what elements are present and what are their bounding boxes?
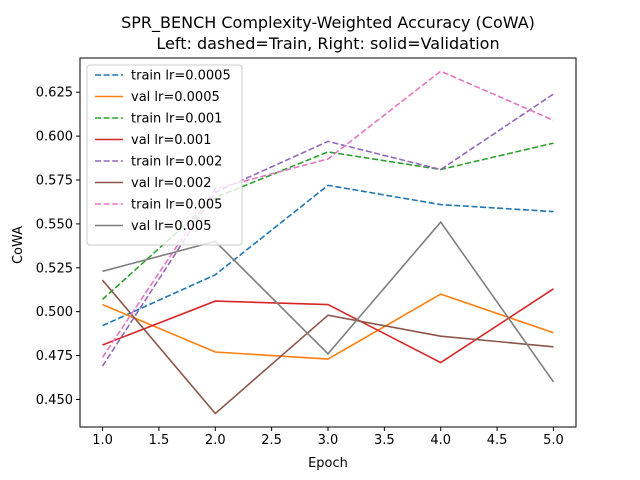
y-tick-label: 0.600 <box>36 130 73 145</box>
x-tick-label: 3.5 <box>374 433 395 448</box>
y-tick-label: 0.475 <box>36 349 73 364</box>
series-line-6 <box>101 279 554 415</box>
y-tick-label: 0.500 <box>36 305 73 320</box>
legend-label-4: val lr=0.001 <box>131 133 211 148</box>
x-axis-label: Epoch <box>308 456 348 471</box>
x-tick-label: 4.5 <box>487 433 508 448</box>
chart-title: SPR_BENCH Complexity-Weighted Accuracy (… <box>121 13 535 33</box>
x-tick-label: 3.0 <box>318 433 339 448</box>
legend-label-2: val lr=0.0005 <box>131 90 220 105</box>
y-tick-label: 0.450 <box>36 393 73 408</box>
y-tick-label: 0.550 <box>36 217 73 232</box>
series-line-4 <box>102 288 554 364</box>
chart-subtitle: Left: dashed=Train, Right: solid=Validat… <box>156 34 499 53</box>
series-line-1 <box>102 184 554 327</box>
x-tick-label: 2.0 <box>205 433 226 448</box>
y-tick-label: 0.525 <box>36 261 73 276</box>
x-tick-label: 2.5 <box>261 433 282 448</box>
x-tick-label: 4.0 <box>430 433 451 448</box>
legend-label-1: train lr=0.0005 <box>131 69 231 84</box>
x-tick-label: 1.5 <box>149 433 170 448</box>
y-axis-label: CoWA <box>11 226 26 264</box>
legend-label-6: val lr=0.002 <box>131 176 211 191</box>
series-line-3 <box>101 142 554 300</box>
legend-label-3: train lr=0.001 <box>131 112 222 127</box>
legend-label-5: train lr=0.002 <box>131 155 222 170</box>
y-tick-label: 0.625 <box>36 86 73 101</box>
legend-label-7: train lr=0.005 <box>131 198 222 213</box>
legend-label-8: val lr=0.005 <box>131 219 211 234</box>
series-line-2 <box>102 293 554 360</box>
y-tick-label: 0.575 <box>36 174 73 189</box>
series-line-8 <box>102 220 555 383</box>
x-tick-label: 1.0 <box>92 433 113 448</box>
plot-area: 1.0 1.5 2.0 2.5 3.0 3.5 4.0 4.5 5.0 0.450 0.475 0.5… <box>36 57 577 448</box>
series-line-5 <box>101 93 554 367</box>
series-line-7 <box>101 70 554 358</box>
x-tick-label: 5.0 <box>543 433 564 448</box>
legend-box <box>86 64 243 246</box>
